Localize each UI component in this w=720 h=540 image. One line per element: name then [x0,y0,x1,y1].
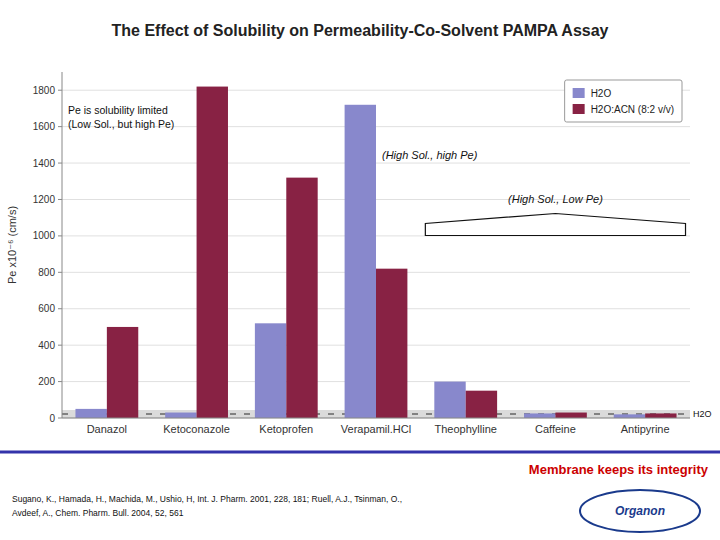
y-tick-label: 1600 [33,121,56,132]
y-tick-label: 1200 [33,194,56,205]
grid [62,90,690,418]
y-tick [58,345,62,346]
y-tick-label: 1400 [33,158,56,169]
chart: The Effect of Solubility on Permeability… [0,0,720,540]
y-tick-label: 0 [49,413,55,424]
bar [614,414,645,418]
legend: H2O H2O:ACN (8:2 v/v) [565,80,682,122]
y-tick-label: 200 [38,376,55,387]
bar [107,327,138,418]
x-tick-label: Theophylline [435,423,497,435]
bar [466,391,497,418]
y-tick [58,418,62,419]
legend-label: H2O [591,88,612,99]
y-tick [58,235,62,236]
footer-note: Membrane keeps its integrity [529,462,709,477]
y-tick-label: 400 [38,340,55,351]
legend-swatch [573,88,585,98]
annotation: (High Sol., high Pe) [382,149,478,161]
legend-swatch [573,104,585,114]
bar [345,105,376,418]
annotation: (Low Sol., but high Pe) [68,118,174,130]
y-tick [58,126,62,127]
y-tick [58,90,62,91]
x-axis [62,418,690,419]
floor-label: H2O [693,409,712,419]
reference: Avdeef, A., Chem. Pharm. Bull. 2004, 52,… [12,508,184,518]
bar [524,413,555,418]
bar [165,413,196,418]
legend-box [565,80,682,122]
y-axis [62,72,63,418]
logo-text: Organon [615,504,665,518]
reference: Sugano, K., Hamada, H., Machida, M., Ush… [12,494,402,504]
x-tick-label: Ketoprofen [259,423,313,435]
bar [645,413,676,418]
bars [75,87,676,418]
logo-ellipse [580,490,700,532]
y-tick [58,163,62,164]
y-tick-label: 600 [38,303,55,314]
y-tick-label: 1000 [33,230,56,241]
x-tick-label: Verapamil.HCl [341,423,411,435]
bar [255,323,286,418]
background [0,0,720,540]
y-tick [58,272,62,273]
x-tick-label: Antipyrine [621,423,670,435]
y-tick [58,381,62,382]
y-tick-label: 1800 [33,85,56,96]
grid-line [62,418,690,419]
bar [555,413,586,418]
annotation: (High Sol., Low Pe) [508,193,603,205]
y-axis-label: Pe x10⁻⁶ (cm/s) [6,206,18,284]
x-tick-label: Caffeine [535,423,576,435]
bar [286,178,317,418]
footer-separator [0,451,720,454]
y-tick [58,199,62,200]
x-tick-label: Ketoconazole [163,423,230,435]
bar [376,269,407,418]
bracket [425,213,685,235]
y-tick [58,308,62,309]
x-tick-label: Danazol [87,423,127,435]
annotations: Pe is solubility limited (Low Sol., but h… [68,104,712,419]
annotation: Pe is solubility limited [68,104,168,116]
bar [75,409,106,418]
bar [197,87,228,418]
bar [434,382,465,418]
y-tick-label: 800 [38,267,55,278]
legend-label: H2O:ACN (8:2 v/v) [591,104,674,115]
title: The Effect of Solubility on Permeability… [112,22,609,39]
